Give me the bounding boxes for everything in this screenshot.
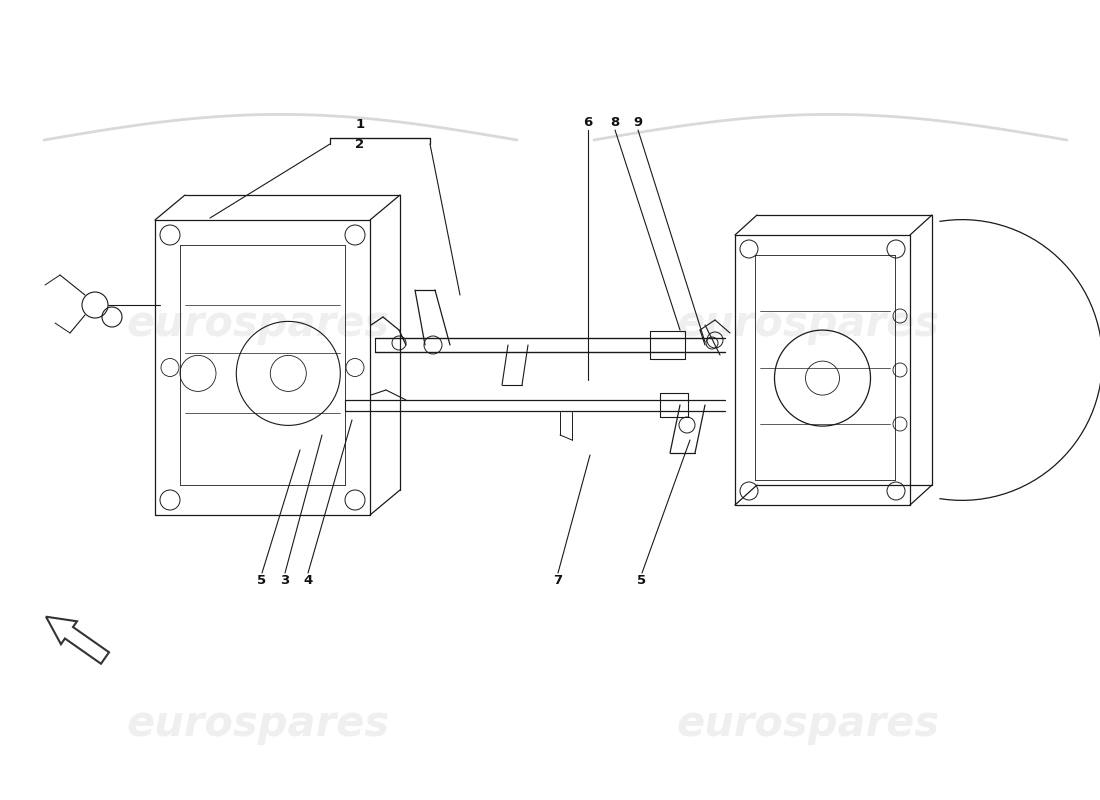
- Text: eurospares: eurospares: [676, 303, 940, 345]
- Text: 9: 9: [634, 115, 642, 129]
- Text: 3: 3: [280, 574, 289, 586]
- Polygon shape: [46, 617, 109, 664]
- Text: 2: 2: [355, 138, 364, 151]
- Text: 8: 8: [610, 115, 619, 129]
- Text: 7: 7: [553, 574, 562, 586]
- Text: 5: 5: [637, 574, 647, 586]
- Text: eurospares: eurospares: [126, 303, 390, 345]
- Text: 5: 5: [257, 574, 266, 586]
- Text: 6: 6: [583, 115, 593, 129]
- Text: 1: 1: [355, 118, 364, 131]
- Text: eurospares: eurospares: [126, 703, 390, 745]
- Text: 4: 4: [304, 574, 312, 586]
- Text: eurospares: eurospares: [676, 703, 940, 745]
